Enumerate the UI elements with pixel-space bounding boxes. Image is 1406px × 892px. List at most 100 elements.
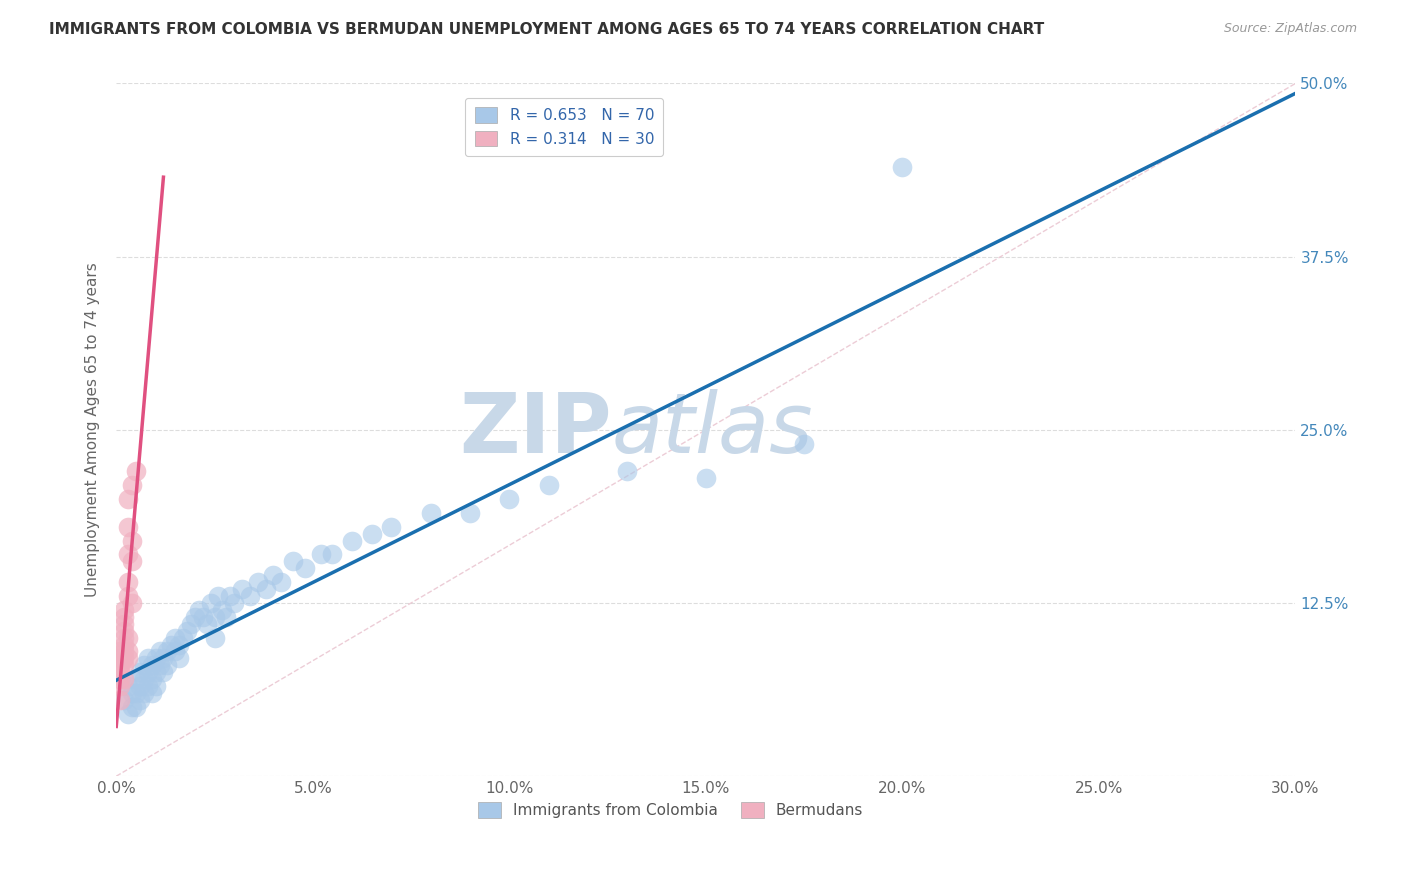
Point bbox=[128, 693, 150, 707]
Point bbox=[121, 686, 143, 700]
Point bbox=[132, 672, 155, 686]
Point bbox=[165, 644, 187, 658]
Point bbox=[112, 631, 135, 645]
Point bbox=[152, 651, 174, 665]
Point bbox=[108, 672, 131, 686]
Point bbox=[239, 589, 262, 603]
Point bbox=[204, 631, 226, 645]
Text: ZIP: ZIP bbox=[458, 389, 612, 470]
Point bbox=[117, 589, 139, 603]
Point bbox=[117, 631, 139, 645]
Point bbox=[360, 526, 382, 541]
Point bbox=[121, 554, 143, 568]
Point bbox=[215, 610, 238, 624]
Point bbox=[695, 471, 717, 485]
Point bbox=[148, 658, 170, 673]
Point bbox=[224, 596, 246, 610]
Point bbox=[121, 596, 143, 610]
Point bbox=[270, 575, 292, 590]
Point bbox=[141, 672, 163, 686]
Point bbox=[136, 679, 159, 693]
Point bbox=[141, 658, 163, 673]
Point bbox=[281, 554, 304, 568]
Point bbox=[112, 603, 135, 617]
Y-axis label: Unemployment Among Ages 65 to 74 years: Unemployment Among Ages 65 to 74 years bbox=[86, 262, 100, 597]
Text: atlas: atlas bbox=[612, 389, 813, 470]
Point bbox=[108, 644, 131, 658]
Point bbox=[132, 658, 155, 673]
Point bbox=[148, 644, 170, 658]
Point bbox=[891, 160, 914, 174]
Point bbox=[176, 624, 198, 638]
Point bbox=[191, 610, 214, 624]
Point bbox=[172, 631, 194, 645]
Point bbox=[152, 665, 174, 680]
Point bbox=[117, 548, 139, 562]
Point bbox=[112, 644, 135, 658]
Point bbox=[121, 533, 143, 548]
Point bbox=[117, 520, 139, 534]
Point bbox=[195, 616, 218, 631]
Point bbox=[112, 610, 135, 624]
Point bbox=[125, 699, 148, 714]
Point bbox=[117, 706, 139, 721]
Point bbox=[165, 631, 187, 645]
Point bbox=[419, 506, 441, 520]
Point bbox=[108, 651, 131, 665]
Point bbox=[117, 679, 139, 693]
Point bbox=[254, 582, 277, 596]
Point bbox=[108, 693, 131, 707]
Point bbox=[132, 686, 155, 700]
Point bbox=[246, 575, 269, 590]
Point bbox=[141, 686, 163, 700]
Point bbox=[156, 644, 179, 658]
Point bbox=[112, 693, 135, 707]
Point bbox=[121, 478, 143, 492]
Point bbox=[112, 616, 135, 631]
Point bbox=[219, 589, 242, 603]
Point bbox=[207, 589, 229, 603]
Point bbox=[204, 610, 226, 624]
Point bbox=[309, 548, 332, 562]
Point bbox=[108, 679, 131, 693]
Point bbox=[340, 533, 363, 548]
Point bbox=[145, 651, 167, 665]
Point bbox=[125, 686, 148, 700]
Point bbox=[211, 603, 233, 617]
Point bbox=[616, 464, 638, 478]
Point bbox=[117, 575, 139, 590]
Point bbox=[231, 582, 253, 596]
Point bbox=[200, 596, 222, 610]
Point bbox=[537, 478, 560, 492]
Point bbox=[117, 492, 139, 507]
Point bbox=[121, 699, 143, 714]
Legend: Immigrants from Colombia, Bermudans: Immigrants from Colombia, Bermudans bbox=[471, 796, 869, 824]
Point bbox=[145, 665, 167, 680]
Point bbox=[112, 658, 135, 673]
Point bbox=[117, 651, 139, 665]
Point bbox=[128, 665, 150, 680]
Point bbox=[498, 492, 520, 507]
Point bbox=[112, 624, 135, 638]
Point bbox=[108, 665, 131, 680]
Point bbox=[112, 651, 135, 665]
Point bbox=[263, 568, 285, 582]
Point bbox=[321, 548, 343, 562]
Point bbox=[294, 561, 316, 575]
Text: IMMIGRANTS FROM COLOMBIA VS BERMUDAN UNEMPLOYMENT AMONG AGES 65 TO 74 YEARS CORR: IMMIGRANTS FROM COLOMBIA VS BERMUDAN UNE… bbox=[49, 22, 1045, 37]
Text: Source: ZipAtlas.com: Source: ZipAtlas.com bbox=[1223, 22, 1357, 36]
Point bbox=[180, 616, 202, 631]
Point bbox=[156, 658, 179, 673]
Point bbox=[136, 651, 159, 665]
Point bbox=[184, 610, 207, 624]
Point bbox=[128, 679, 150, 693]
Point bbox=[380, 520, 402, 534]
Point bbox=[112, 672, 135, 686]
Point bbox=[167, 638, 190, 652]
Point bbox=[136, 665, 159, 680]
Point bbox=[160, 638, 183, 652]
Point bbox=[125, 672, 148, 686]
Point bbox=[112, 638, 135, 652]
Point bbox=[187, 603, 209, 617]
Point bbox=[117, 644, 139, 658]
